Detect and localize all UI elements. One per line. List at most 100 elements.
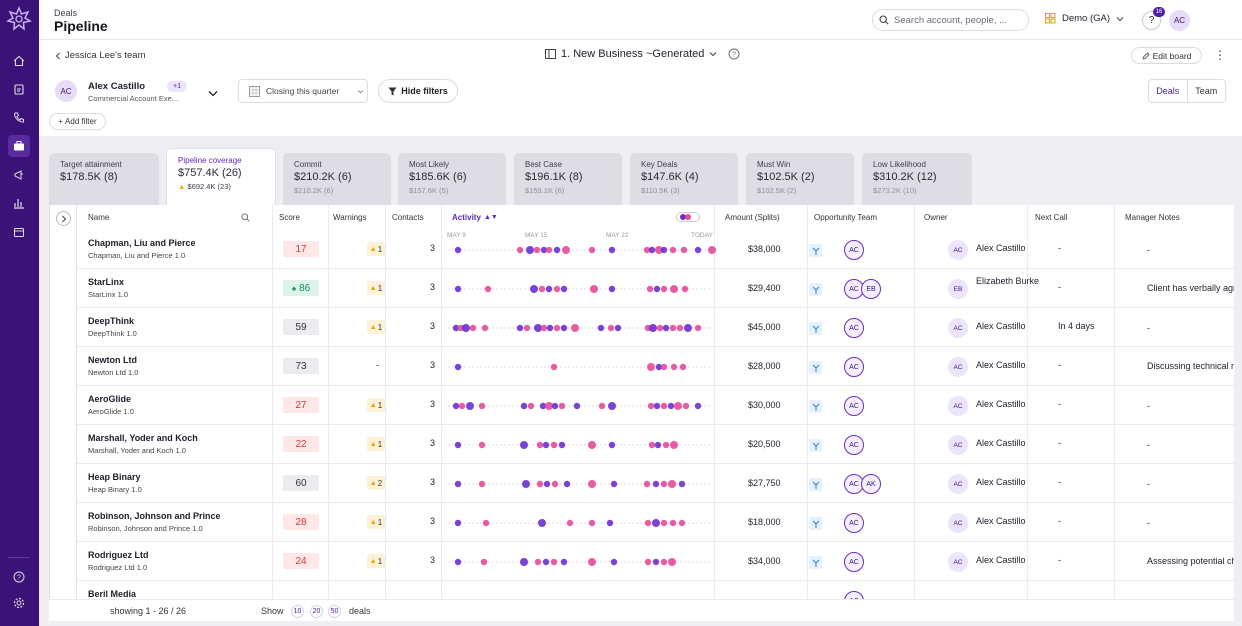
activity-dot[interactable] bbox=[588, 441, 596, 449]
activity-dot[interactable] bbox=[545, 285, 553, 293]
activity-dot[interactable] bbox=[462, 324, 470, 332]
warnings-badge[interactable]: ▲ 1 bbox=[367, 554, 385, 568]
activity-dot[interactable] bbox=[588, 246, 596, 254]
deal-name[interactable]: Newton Ltd bbox=[88, 355, 137, 365]
activity-dot[interactable] bbox=[551, 402, 559, 410]
activity-dot[interactable] bbox=[598, 402, 606, 410]
owner-name[interactable]: Alex Castillo bbox=[976, 321, 1026, 331]
warnings-badge[interactable]: ▲ 1 bbox=[367, 281, 385, 295]
activity-dot[interactable] bbox=[614, 324, 622, 332]
summary-card[interactable]: Target attainment $178.5K (8) bbox=[49, 153, 159, 205]
activity-legend-icon[interactable] bbox=[676, 205, 700, 229]
sort-icon[interactable]: ▲▼ bbox=[484, 213, 498, 221]
score-badge[interactable]: 73 bbox=[283, 358, 319, 374]
deal-name[interactable]: Robinson, Johnson and Prince bbox=[88, 511, 221, 521]
activity-dot[interactable] bbox=[648, 441, 656, 449]
activity-dot[interactable] bbox=[530, 285, 538, 293]
manager-notes[interactable]: - bbox=[1147, 245, 1150, 255]
table-row[interactable]: AeroGlide AeroGlide 1.0 27 ▲ 1 3 $30,000 AC AC Al… bbox=[77, 386, 1234, 425]
score-badge[interactable]: 22 bbox=[283, 436, 319, 452]
activity-dot[interactable] bbox=[660, 519, 668, 527]
view-team-tab[interactable]: Team bbox=[1195, 86, 1218, 96]
manager-notes[interactable]: - bbox=[1147, 323, 1150, 333]
clipboard-icon[interactable] bbox=[8, 78, 30, 100]
activity-dot[interactable] bbox=[655, 363, 663, 371]
activity-dot[interactable] bbox=[708, 246, 716, 254]
activity-dot[interactable] bbox=[560, 285, 568, 293]
owner-name[interactable]: Alex Castillo bbox=[976, 555, 1026, 565]
activity-dot[interactable] bbox=[608, 285, 616, 293]
megaphone-icon[interactable] bbox=[8, 164, 30, 186]
add-filter-button[interactable]: + Add filter bbox=[49, 113, 106, 130]
activity-dot[interactable] bbox=[646, 285, 654, 293]
col-header-warnings[interactable]: Warnings bbox=[333, 212, 367, 222]
team-member-avatar[interactable]: AC bbox=[844, 435, 864, 455]
activity-dot[interactable] bbox=[588, 480, 596, 488]
activity-dot[interactable] bbox=[533, 246, 541, 254]
owner-name[interactable]: Alex Castillo bbox=[976, 360, 1026, 370]
activity-dot[interactable] bbox=[652, 519, 660, 527]
activity-dot[interactable] bbox=[558, 441, 566, 449]
activity-dot[interactable] bbox=[454, 246, 462, 254]
warnings-badge[interactable]: ▲ 1 bbox=[367, 437, 385, 451]
activity-dot[interactable] bbox=[540, 246, 548, 254]
activity-dot[interactable] bbox=[662, 441, 670, 449]
activity-dot[interactable] bbox=[480, 558, 488, 566]
summary-card[interactable]: Must Win $102.5K (2) $102.5K (2) bbox=[746, 153, 854, 205]
home-icon[interactable] bbox=[8, 50, 30, 72]
activity-dot[interactable] bbox=[684, 324, 692, 332]
score-badge[interactable]: 24 bbox=[283, 553, 319, 569]
activity-dot[interactable] bbox=[452, 324, 460, 332]
logo-icon[interactable] bbox=[6, 6, 32, 32]
activity-dot[interactable] bbox=[516, 324, 524, 332]
activity-dot[interactable] bbox=[452, 402, 460, 410]
activity-dot[interactable] bbox=[674, 402, 682, 410]
table-row[interactable]: DeepThink DeepThink 1.0 59 ▲ 1 3 $45,000 AC AC Al… bbox=[77, 308, 1234, 347]
summary-card[interactable]: Commit $210.2K (6) $210.2K (6) bbox=[283, 153, 391, 205]
activity-dot[interactable] bbox=[668, 558, 676, 566]
activity-dot[interactable] bbox=[678, 480, 686, 488]
activity-dot[interactable] bbox=[648, 246, 656, 254]
table-row[interactable]: Heap Binary Heap Binary 1.0 60 ▲ 2 3 $27,750 AC… bbox=[77, 464, 1234, 503]
activity-dot[interactable] bbox=[538, 285, 546, 293]
warnings-badge[interactable]: ▲ 1 bbox=[367, 242, 385, 256]
activity-dot[interactable] bbox=[550, 558, 558, 566]
activity-dot[interactable] bbox=[588, 519, 596, 527]
table-row[interactable]: Rodriguez Ltd Rodriguez Ltd 1.0 24 ▲ 1 3 $34,0… bbox=[77, 542, 1234, 581]
edit-board-button[interactable]: Edit board bbox=[1131, 47, 1202, 64]
activity-dot[interactable] bbox=[454, 480, 462, 488]
activity-dot[interactable] bbox=[478, 480, 486, 488]
hide-filters-button[interactable]: Hide filters bbox=[378, 79, 458, 103]
activity-dot[interactable] bbox=[553, 246, 561, 254]
activity-dot[interactable] bbox=[520, 402, 528, 410]
activity-dot[interactable] bbox=[667, 402, 675, 410]
owner-name[interactable]: Alex Castillo bbox=[976, 399, 1026, 409]
activity-dot[interactable] bbox=[482, 519, 490, 527]
page-size-10[interactable]: 10 bbox=[291, 605, 304, 618]
activity-dot[interactable] bbox=[669, 246, 677, 254]
warnings-badge[interactable]: ▲ 2 bbox=[367, 476, 385, 490]
activity-dot[interactable] bbox=[694, 402, 702, 410]
activity-dot[interactable] bbox=[545, 246, 553, 254]
activity-dot[interactable] bbox=[560, 558, 568, 566]
activity-dot[interactable] bbox=[534, 558, 542, 566]
score-badge[interactable]: ♠ 86 bbox=[283, 280, 319, 296]
team-member-avatar[interactable]: AC bbox=[844, 318, 864, 338]
table-row[interactable]: StarLinx StarLinx 1.0 ♠ 86 ▲ 1 3 $29,400 AC EB EB E… bbox=[77, 269, 1234, 308]
activity-dot[interactable] bbox=[478, 402, 486, 410]
search-input[interactable] bbox=[894, 14, 1022, 26]
activity-dot[interactable] bbox=[562, 246, 570, 254]
activity-dot[interactable] bbox=[656, 324, 664, 332]
score-badge[interactable]: 60 bbox=[283, 475, 319, 491]
chart-icon[interactable] bbox=[8, 192, 30, 214]
table-row[interactable]: Beril Media AC bbox=[77, 581, 1234, 599]
team-member-avatar[interactable]: AC bbox=[844, 357, 864, 377]
activity-dot[interactable] bbox=[647, 363, 655, 371]
activity-dot[interactable] bbox=[516, 246, 524, 254]
activity-dot[interactable] bbox=[682, 402, 690, 410]
back-link[interactable]: Jessica Lee's team bbox=[55, 50, 146, 61]
settings-gear-icon[interactable] bbox=[8, 592, 30, 614]
activity-dot[interactable] bbox=[558, 402, 566, 410]
activity-dot[interactable] bbox=[527, 402, 535, 410]
activity-dot[interactable] bbox=[647, 402, 655, 410]
